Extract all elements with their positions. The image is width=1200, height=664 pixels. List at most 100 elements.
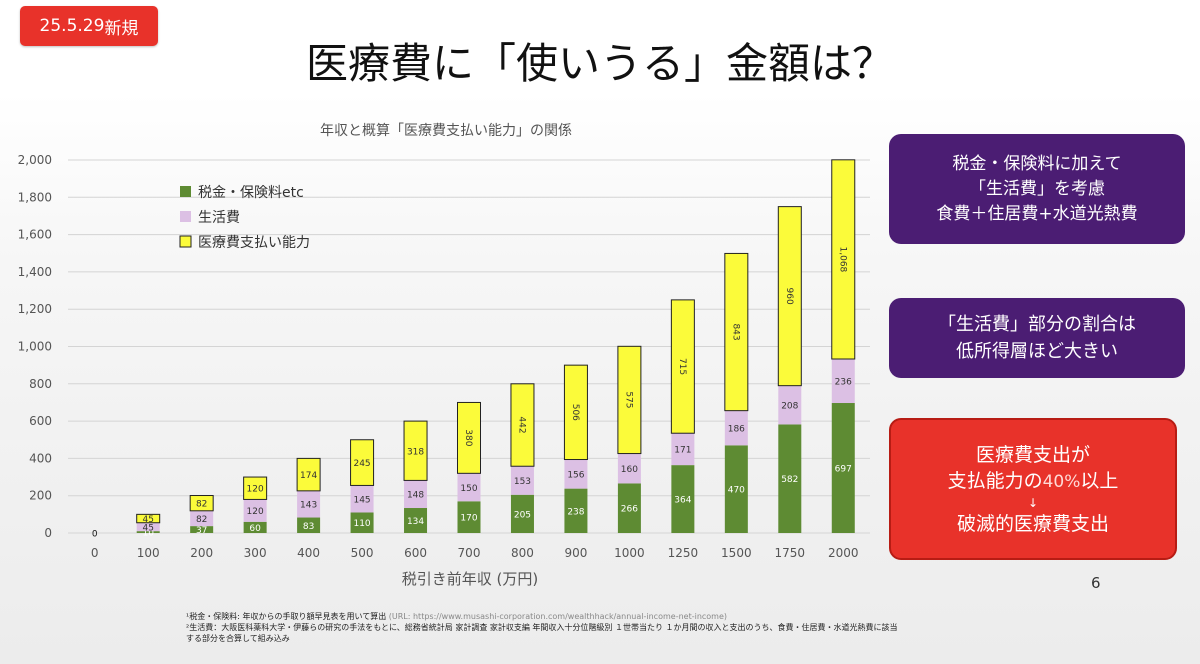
bar-segment (831, 403, 855, 533)
callout-catastrophic: 医療費支出が 支払能力の40%以上 ↓ 破滅的医療費支出 (889, 418, 1177, 560)
data-label: 45 (142, 515, 153, 525)
data-label: 0 (92, 530, 98, 540)
data-label: 442 (516, 416, 526, 433)
data-label: 470 (728, 486, 745, 496)
data-label: 160 (621, 465, 638, 475)
stacked-bar-chart: 年収と概算「医療費支払い能力」の関係02004006008001,0001,20… (18, 122, 870, 588)
chart-title: 年収と概算「医療費支払い能力」の関係 (320, 122, 572, 139)
bar-segment (243, 476, 268, 500)
data-label: 364 (674, 496, 691, 506)
data-label: 83 (303, 522, 314, 532)
bar-segment (778, 385, 802, 425)
data-label: 82 (196, 515, 207, 525)
bar-segment (670, 299, 695, 434)
legend-swatch (180, 211, 191, 222)
bar-segment (831, 358, 855, 404)
legend-label: 生活費 (198, 210, 240, 226)
y-tick-label: 800 (29, 377, 52, 391)
callout-line: 「生活費」を考慮 (969, 178, 1105, 199)
bar-segment (564, 488, 588, 533)
y-tick-label: 0 (44, 526, 52, 540)
bar-segment (297, 490, 321, 518)
bar-segment (136, 531, 160, 533)
x-tick-label: 300 (244, 546, 267, 560)
bar-segment (297, 517, 321, 533)
legend-label: 税金・保険料etc (198, 185, 304, 201)
y-tick-label: 400 (29, 451, 52, 465)
data-label: 0 (92, 530, 98, 540)
bar-segment (724, 410, 748, 446)
y-tick-label: 1,800 (18, 190, 52, 204)
bar-segment (617, 453, 641, 484)
callout-line: 低所得層ほど大きい (956, 341, 1118, 362)
data-label: 10 (142, 529, 154, 539)
footnote-1: ¹税金・保険料: 年収からの手取り額早見表を用いて算出 (URL: https:… (186, 611, 1186, 622)
data-label: 697 (835, 465, 852, 475)
data-label: 170 (460, 514, 477, 524)
y-tick-label: 600 (29, 414, 52, 428)
data-label: 186 (728, 425, 745, 435)
data-label: 236 (835, 378, 852, 388)
bar-segment (564, 459, 588, 489)
data-label: 143 (300, 501, 317, 511)
footnote-text: ¹税金・保険料: 年収からの手取り額早見表を用いて算出 (186, 612, 387, 621)
page-number: 6 (1091, 574, 1101, 592)
bar-segment (350, 439, 375, 486)
x-tick-label: 1000 (614, 546, 645, 560)
x-tick-label: 1250 (668, 546, 699, 560)
data-label: 575 (623, 391, 633, 408)
y-tick-label: 1,600 (18, 228, 52, 242)
bar-segment (243, 521, 267, 533)
y-tick-label: 1,400 (18, 265, 52, 279)
bar-segment (457, 501, 481, 533)
callout-low-income: 「生活費」部分の割合は 低所得層ほど大きい (889, 298, 1185, 378)
x-tick-label: 200 (190, 546, 213, 560)
data-label: 110 (353, 519, 370, 529)
bar-segment (510, 466, 534, 495)
bar-segment (724, 252, 749, 412)
badge-date: 25.5.29 (39, 16, 105, 36)
bar-segment (563, 364, 588, 461)
bar-segment (777, 206, 802, 387)
data-label: 205 (514, 510, 531, 520)
bar-segment (350, 512, 374, 533)
x-tick-label: 2000 (828, 546, 859, 560)
callout-line: 「生活費」部分の割合は (938, 314, 1136, 335)
bar-segment (724, 445, 748, 533)
x-axis-title: 税引き前年収 (万円) (402, 570, 538, 588)
x-tick-label: 900 (564, 546, 587, 560)
bar-segment (296, 457, 321, 492)
bar-segment (510, 383, 535, 467)
data-label: 82 (196, 500, 207, 510)
bar-segment (617, 483, 641, 533)
x-tick-label: 600 (404, 546, 427, 560)
y-tick-label: 2,000 (18, 153, 52, 167)
data-label: 960 (784, 288, 794, 305)
bar-segment (671, 433, 695, 466)
data-label: 318 (407, 447, 424, 457)
data-label: 380 (463, 429, 473, 446)
data-label: 843 (730, 323, 740, 340)
bar-segment (671, 465, 695, 533)
data-label: 150 (460, 484, 477, 494)
bar-segment (190, 510, 214, 527)
down-arrow-icon: ↓ (1027, 495, 1039, 510)
bar-segment (136, 522, 160, 532)
callout-line: 医療費支出が (975, 443, 1090, 466)
legend-swatch (179, 235, 192, 248)
footnotes: ¹税金・保険料: 年収からの手取り額早見表を用いて算出 (URL: https:… (186, 611, 1186, 644)
data-label: 715 (677, 358, 687, 375)
bar-segment (457, 473, 481, 502)
bar-segment (243, 499, 267, 522)
bar-segment (350, 485, 374, 513)
data-label: 145 (353, 495, 370, 505)
date-badge: 25.5.29 新規 (20, 6, 158, 46)
y-tick-label: 200 (29, 489, 52, 503)
footnote-2: ²生活費：大阪医科薬科大学・伊藤らの研究の手法をもとに、総務省統計局 家計調査 … (186, 623, 898, 632)
data-label: 1,068 (837, 247, 847, 273)
bar-segment (778, 424, 802, 533)
x-tick-label: 100 (137, 546, 160, 560)
data-label: 153 (514, 477, 531, 487)
footnote-2-cont: する部分を合算して組み込み (186, 634, 290, 643)
data-label: 37 (196, 526, 207, 536)
